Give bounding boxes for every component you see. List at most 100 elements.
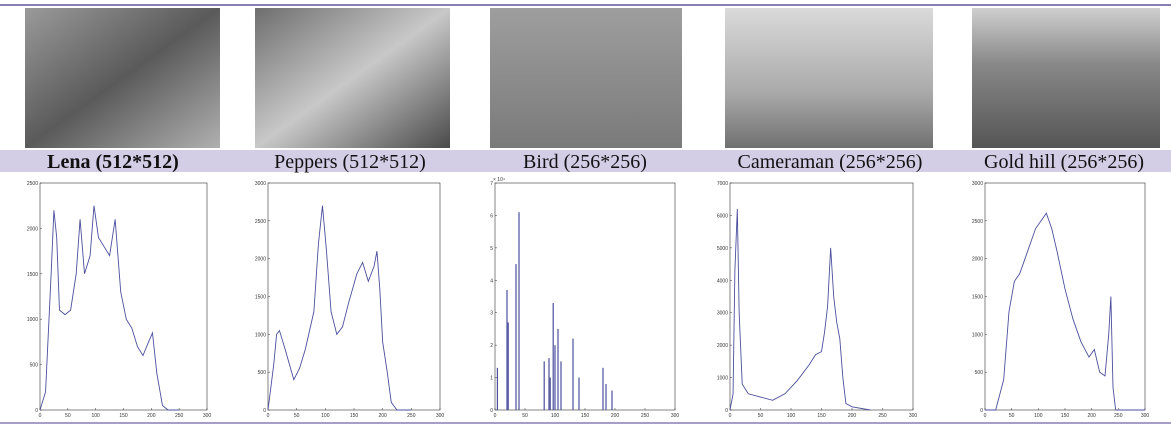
- y-tick-label: 6000: [717, 213, 728, 219]
- x-tick-label: 200: [611, 413, 620, 419]
- caption: Bird (256*256): [523, 151, 647, 173]
- x-tick-label: 100: [321, 413, 330, 419]
- y-tick-label: 0: [725, 408, 728, 414]
- y-tick-label: 2000: [717, 343, 728, 349]
- histogram-spike: [557, 328, 559, 410]
- y-tick-label: 1000: [717, 376, 728, 382]
- histogram-spike: [543, 361, 545, 410]
- y-tick-label: 1500: [972, 295, 983, 301]
- x-tick-label: 150: [1061, 413, 1070, 419]
- x-tick-label: 0: [494, 413, 497, 419]
- histogram-spike: [515, 264, 517, 410]
- y-tick-label: 2000: [972, 257, 983, 263]
- image-bird: [490, 8, 682, 148]
- x-tick-label: 50: [522, 413, 528, 419]
- x-tick-label: 150: [350, 413, 359, 419]
- x-tick-label: 100: [551, 413, 560, 419]
- y-tick-label: 6: [490, 213, 493, 219]
- y-tick-label: 500: [975, 370, 984, 376]
- x-tick-label: 50: [1009, 413, 1015, 419]
- x-tick-label: 50: [294, 413, 300, 419]
- plot-frame: [39, 182, 208, 411]
- x-tick-label: 250: [878, 413, 887, 419]
- plot-frame: [984, 182, 1146, 411]
- caption: Peppers (512*512): [274, 151, 426, 173]
- x-tick-label: 100: [1034, 413, 1043, 419]
- y-tick-label: 500: [258, 370, 267, 376]
- x-tick-label: 0: [39, 413, 42, 419]
- histogram-line: [39, 205, 180, 411]
- x-tick-label: 150: [817, 413, 826, 419]
- y-tick-label: 2500: [972, 219, 983, 225]
- y-tick-label: 4000: [717, 278, 728, 284]
- histogram-spike: [549, 377, 551, 410]
- y-tick-label: 3000: [255, 181, 266, 187]
- image-lena: [25, 8, 220, 148]
- x-tick-label: 0: [267, 413, 270, 419]
- histogram-spike: [572, 338, 574, 410]
- y-tick-label: 1000: [255, 332, 266, 338]
- x-tick-label: 100: [787, 413, 796, 419]
- y-tick-label: 3000: [717, 311, 728, 317]
- image-cameraman: [725, 8, 933, 148]
- caption-band: [0, 150, 1171, 172]
- x-tick-label: 250: [407, 413, 416, 419]
- y-tick-label: 2500: [27, 181, 38, 187]
- x-tick-label: 50: [758, 413, 764, 419]
- plot-frame: [729, 182, 914, 411]
- x-tick-label: 200: [848, 413, 857, 419]
- histogram-spike: [518, 212, 520, 410]
- histogram-spike: [611, 390, 613, 410]
- histogram-spike: [548, 358, 550, 410]
- x-tick-label: 250: [641, 413, 650, 419]
- y-tick-label: 3: [490, 311, 493, 317]
- y-tick-label: 2: [490, 343, 493, 349]
- y-tick-label: 1: [490, 376, 493, 382]
- histogram-spike: [560, 361, 562, 410]
- x-tick-label: 100: [91, 413, 100, 419]
- x-tick-label: 300: [203, 413, 212, 419]
- y-tick-label: 3000: [972, 181, 983, 187]
- caption: Lena (512*512): [47, 151, 179, 173]
- y-tick-label: 0: [263, 408, 266, 414]
- y-tick-label: 4: [490, 278, 493, 284]
- axis-scale: × 10⁴: [493, 177, 505, 183]
- histogram-line: [985, 212, 1145, 411]
- x-tick-label: 200: [147, 413, 156, 419]
- histogram-spike: [554, 345, 556, 410]
- y-tick-label: 0: [980, 408, 983, 414]
- x-tick-label: 0: [729, 413, 732, 419]
- x-tick-label: 300: [909, 413, 918, 419]
- histogram-spike: [602, 367, 604, 410]
- plot-frame: [494, 182, 676, 411]
- histogram-spike: [605, 384, 607, 410]
- y-tick-label: 7000: [717, 181, 728, 187]
- x-tick-label: 0: [984, 413, 987, 419]
- x-tick-label: 300: [436, 413, 445, 419]
- y-tick-label: 1000: [972, 332, 983, 338]
- x-tick-label: 300: [1141, 413, 1150, 419]
- y-tick-label: 2000: [255, 257, 266, 263]
- x-tick-label: 250: [175, 413, 184, 419]
- histogram-line: [729, 208, 871, 411]
- x-tick-label: 50: [65, 413, 71, 419]
- y-tick-label: 0: [490, 408, 493, 414]
- y-tick-label: 5000: [717, 246, 728, 252]
- histogram-spike: [506, 290, 508, 410]
- image-peppers: [255, 8, 450, 148]
- caption: Gold hill (256*256): [984, 151, 1144, 173]
- y-tick-label: 1500: [255, 295, 266, 301]
- histogram-spike: [507, 322, 509, 410]
- histogram-spike: [552, 302, 554, 410]
- histogram-spike: [578, 377, 580, 410]
- plot-frame: [267, 182, 441, 411]
- histogram-spike: [496, 367, 498, 410]
- y-tick-label: 500: [30, 363, 39, 369]
- y-tick-label: 2000: [27, 226, 38, 232]
- x-tick-label: 300: [671, 413, 680, 419]
- x-tick-label: 200: [378, 413, 387, 419]
- y-tick-label: 5: [490, 246, 493, 252]
- y-tick-label: 7: [490, 181, 493, 187]
